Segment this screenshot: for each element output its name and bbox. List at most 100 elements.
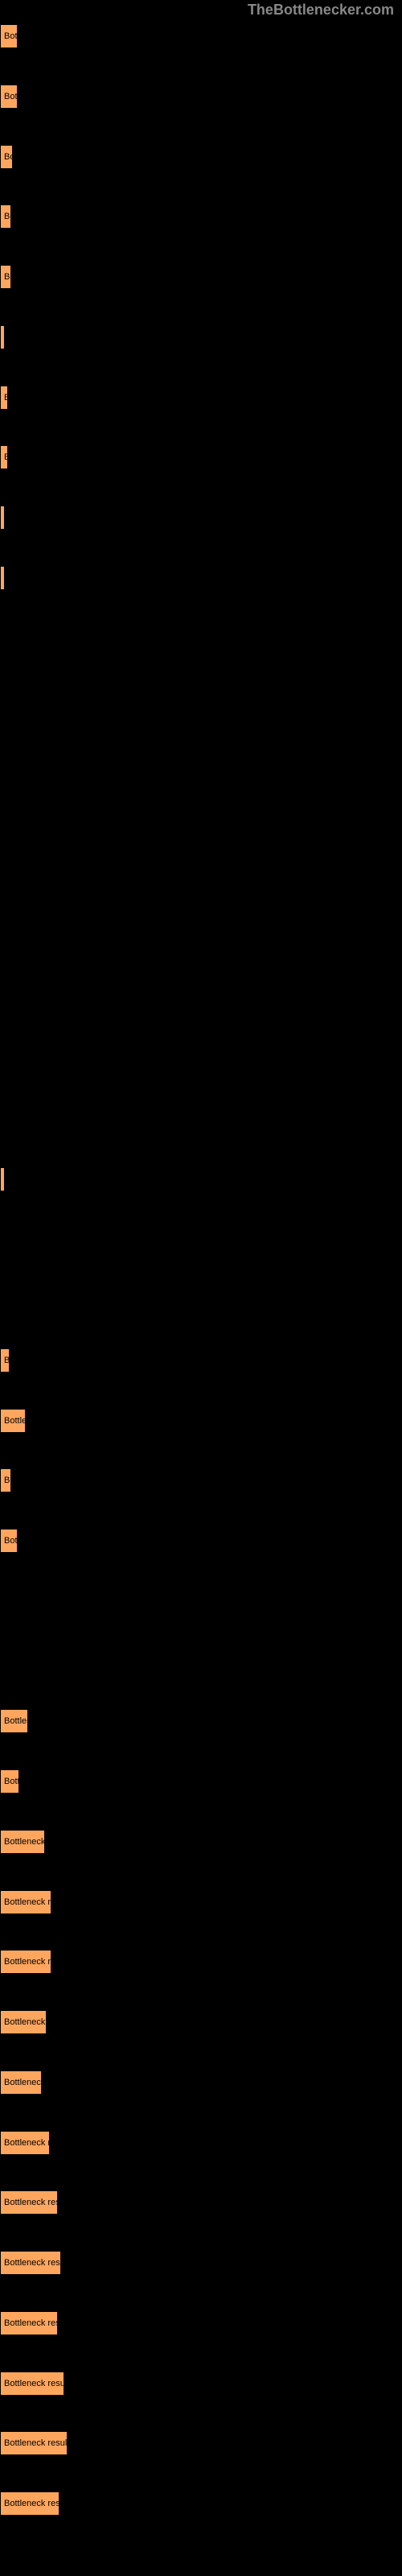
bar-label: Bottleneck — [4, 1837, 45, 1847]
bar-row: Bottleneck result — [0, 1950, 402, 1974]
bar-label: Bottleneck result — [4, 2318, 58, 2328]
bar-row: Bottleneck result — [0, 2372, 402, 2396]
bar-label: Bottleneck — [4, 31, 18, 41]
bar-row: Bottleneck — [0, 566, 402, 590]
bar-row — [0, 1047, 402, 1071]
bar-row: Bottleneck result — [0, 2251, 402, 2275]
bar-row — [0, 1589, 402, 1613]
bar-row: Bottleneck result — [0, 1890, 402, 1914]
bar-label: Bottleneck result — [4, 2138, 50, 2148]
bar-label: Bottleneck result — [4, 2078, 42, 2087]
bar-row — [0, 807, 402, 831]
bar-label: Bottleneck — [4, 1476, 11, 1485]
bar-label: Bottleneck result — [4, 2017, 47, 2027]
bar-label: Bottleneck result — [4, 2379, 64, 2388]
bar: Bottleneck — [0, 566, 5, 590]
bar: Bottleneck result — [0, 2070, 42, 2095]
bar-row: Bottleneck result — [0, 2431, 402, 2455]
bar-row: Bottleneck — [0, 1529, 402, 1553]
bar-label: Bottleneck — [4, 1777, 19, 1786]
bar-label: Bottleneck — [4, 332, 5, 342]
bar-row: Bottleneck — [0, 204, 402, 229]
bar-row: Bottleneck result — [0, 2010, 402, 2034]
bar-row: Bottleneck — [0, 24, 402, 48]
bar-label: Bottleneck — [4, 1174, 5, 1184]
bar-label: Bottleneck result — [4, 2438, 68, 2448]
bar-row: Bottleneck result — [0, 2190, 402, 2215]
bar-label: Bottleneck — [4, 212, 11, 221]
bar-label: Bottleneck result — [4, 1897, 51, 1907]
bar-label: Bottleneck result — [4, 1957, 51, 1967]
bar: Bottleneck — [0, 1709, 28, 1733]
bar: Bottleneck result — [0, 1950, 51, 1974]
bar-row — [0, 867, 402, 891]
bar: Bottleneck — [0, 204, 11, 229]
bar-row: Bottleneck result — [0, 2311, 402, 2335]
bar-row — [0, 686, 402, 710]
bar: Bottleneck — [0, 85, 18, 109]
bar-label: Bottleneck — [4, 393, 8, 402]
bar-row: Bottleneck — [0, 145, 402, 169]
watermark-text: TheBottlenecker.com — [248, 2, 394, 19]
bar-label: Bottleneck — [4, 452, 8, 462]
bar-label: Bottleneck — [4, 272, 11, 282]
bar-row: Bottleneck — [0, 386, 402, 410]
bar-label: Bottleneck result — [4, 2499, 59, 2508]
bar: Bottleneck — [0, 1409, 26, 1433]
bar-row: Bottleneck — [0, 265, 402, 289]
bar: Bottleneck — [0, 1348, 10, 1373]
bar-row: Bottleneck result — [0, 2070, 402, 2095]
bar: Bottleneck — [0, 325, 5, 349]
bar: Bottleneck — [0, 506, 5, 530]
bar-label: Bottleneck — [4, 1536, 18, 1546]
bar-row: Bottleneck — [0, 325, 402, 349]
bar-row — [0, 1649, 402, 1674]
bar-row — [0, 626, 402, 650]
bar: Bottleneck — [0, 145, 13, 169]
bar-label: Bottleneck — [4, 152, 13, 162]
bar-row — [0, 927, 402, 951]
bar-label: Bottleneck — [4, 1716, 28, 1726]
bar-row: Bottleneck result — [0, 2491, 402, 2516]
bar-row: Bottleneck — [0, 1769, 402, 1794]
bar: Bottleneck — [0, 1167, 5, 1191]
bar: Bottleneck result — [0, 2131, 50, 2155]
bar: Bottleneck — [0, 1830, 45, 1854]
bar-row — [0, 746, 402, 770]
bar-label: Bottleneck — [4, 92, 18, 101]
bar-label: Bottleneck — [4, 1416, 26, 1426]
bar-row: Bottleneck — [0, 1830, 402, 1854]
bar-label: Bottleneck result — [4, 2258, 61, 2268]
bar-label: Bottleneck — [4, 513, 5, 522]
bar: Bottleneck result — [0, 2372, 64, 2396]
bar: Bottleneck — [0, 24, 18, 48]
bar-row: Bottleneck — [0, 1348, 402, 1373]
bar-row — [0, 987, 402, 1011]
bar-row: Bottleneck — [0, 1468, 402, 1492]
bar-row — [0, 1228, 402, 1252]
bar: Bottleneck result — [0, 2431, 68, 2455]
bar-label: Bottleneck result — [4, 2198, 58, 2207]
bar-row: Bottleneck — [0, 1167, 402, 1191]
bar: Bottleneck — [0, 1529, 18, 1553]
bar: Bottleneck — [0, 1769, 19, 1794]
bar-row: Bottleneck result — [0, 2131, 402, 2155]
bar-label: Bottleneck — [4, 573, 5, 583]
bar: Bottleneck result — [0, 2190, 58, 2215]
bar-row: Bottleneck — [0, 1709, 402, 1733]
bar-row: Bottleneck — [0, 1409, 402, 1433]
bar-row: Bottleneck — [0, 85, 402, 109]
bar-label: Bottleneck — [4, 1356, 10, 1365]
bar-row: Bottleneck — [0, 445, 402, 469]
bar: Bottleneck result — [0, 2491, 59, 2516]
bar: Bottleneck result — [0, 2311, 58, 2335]
bar: Bottleneck — [0, 445, 8, 469]
bar-row — [0, 1288, 402, 1312]
bar: Bottleneck result — [0, 2251, 61, 2275]
bar-row: Bottleneck — [0, 506, 402, 530]
bar: Bottleneck — [0, 386, 8, 410]
bar: Bottleneck — [0, 265, 11, 289]
bar: Bottleneck — [0, 1468, 11, 1492]
bar-row — [0, 1108, 402, 1132]
bar: Bottleneck result — [0, 2010, 47, 2034]
